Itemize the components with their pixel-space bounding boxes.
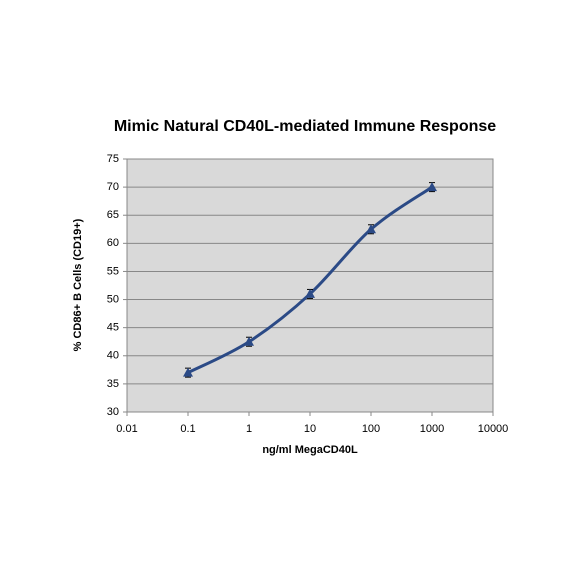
- y-tick-label: 35: [107, 378, 119, 390]
- x-tick-label: 0.1: [180, 423, 195, 435]
- x-tick-label: 0.01: [116, 423, 137, 435]
- marker: [427, 182, 437, 192]
- y-tick-label: 55: [107, 265, 119, 277]
- x-tick-label: 1000: [420, 423, 444, 435]
- y-tick-label: 65: [107, 209, 119, 221]
- x-tick-label: 10000: [478, 423, 509, 435]
- y-axis-label: % CD86+ B Cells (CD19+): [72, 218, 84, 351]
- y-tick-label: 60: [107, 237, 119, 249]
- y-tick-label: 50: [107, 293, 119, 305]
- x-tick-label: 10: [304, 423, 316, 435]
- x-tick-label: 1: [246, 423, 252, 435]
- chart-title: Mimic Natural CD40L-mediated Immune Resp…: [114, 118, 496, 135]
- y-tick-label: 70: [107, 181, 119, 193]
- plot-area: [126, 158, 494, 413]
- x-axis-label: ng/ml MegaCD40L: [262, 444, 358, 456]
- marker: [366, 224, 376, 234]
- y-tick-label: 40: [107, 350, 119, 362]
- y-tick-label: 75: [107, 153, 119, 165]
- x-tick-label: 100: [362, 423, 380, 435]
- marker: [183, 367, 193, 377]
- marker: [305, 288, 315, 298]
- y-tick-label: 45: [107, 322, 119, 334]
- y-tick-label: 30: [107, 406, 119, 418]
- marker: [244, 336, 254, 346]
